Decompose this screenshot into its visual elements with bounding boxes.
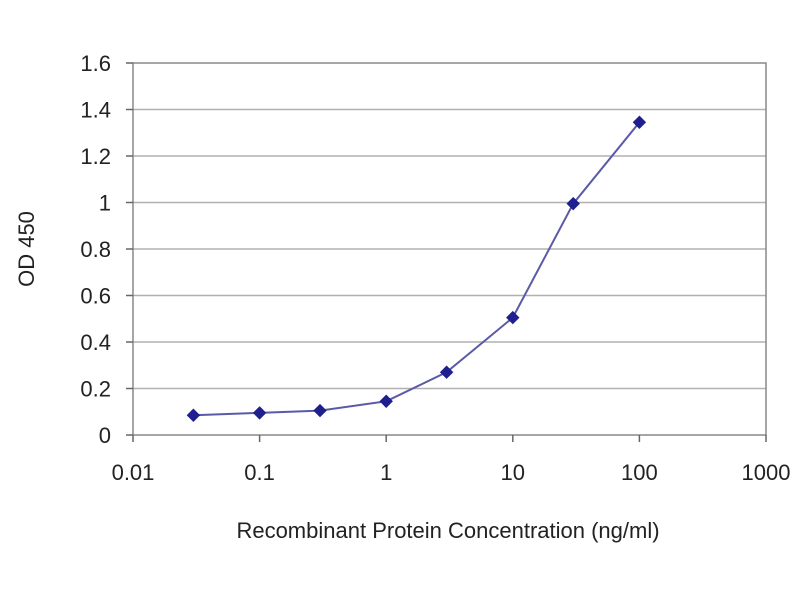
data-point-0-1 <box>252 406 267 420</box>
y-tick-label-0: 0 <box>99 423 111 448</box>
data-point-0-0 <box>186 408 201 422</box>
y-tick-label-5: 1 <box>99 191 111 216</box>
data-point-0-2 <box>313 403 327 418</box>
data-point-0-5 <box>506 310 520 325</box>
y-tick-label-1: 0.2 <box>80 377 111 402</box>
data-point-0-6 <box>566 196 580 211</box>
x-tick-label-5: 1000 <box>742 460 791 485</box>
x-tick-label-4: 100 <box>621 460 658 485</box>
y-tick-label-8: 1.6 <box>80 51 111 76</box>
y-tick-label-4: 0.8 <box>80 237 111 262</box>
x-axis-title: Recombinant Protein Concentration (ng/ml… <box>236 518 659 543</box>
y-tick-label-2: 0.4 <box>80 330 111 355</box>
series-line-0 <box>193 121 641 417</box>
gridlines <box>133 108 766 390</box>
data-point-0-7 <box>632 115 647 129</box>
data-point-0-4 <box>439 365 454 379</box>
x-tick-label-1: 0.1 <box>244 460 275 485</box>
y-axis-title: OD 450 <box>14 211 39 287</box>
x-tick-label-2: 1 <box>380 460 392 485</box>
data-point-0-3 <box>379 394 393 408</box>
x-tick-label-3: 10 <box>501 460 525 485</box>
y-tick-label-3: 0.6 <box>80 284 111 309</box>
y-tick-label-7: 1.4 <box>80 98 111 123</box>
data-series <box>186 115 647 422</box>
y-tick-label-6: 1.2 <box>80 144 111 169</box>
y-axis-ticks: 0 0.2 0.4 0.6 0.8 1 1.2 1.4 1.6 <box>80 51 133 448</box>
x-tick-label-0: 0.01 <box>112 460 155 485</box>
x-axis-ticks: 0.01 0.1 1 10 100 1000 <box>112 435 791 485</box>
